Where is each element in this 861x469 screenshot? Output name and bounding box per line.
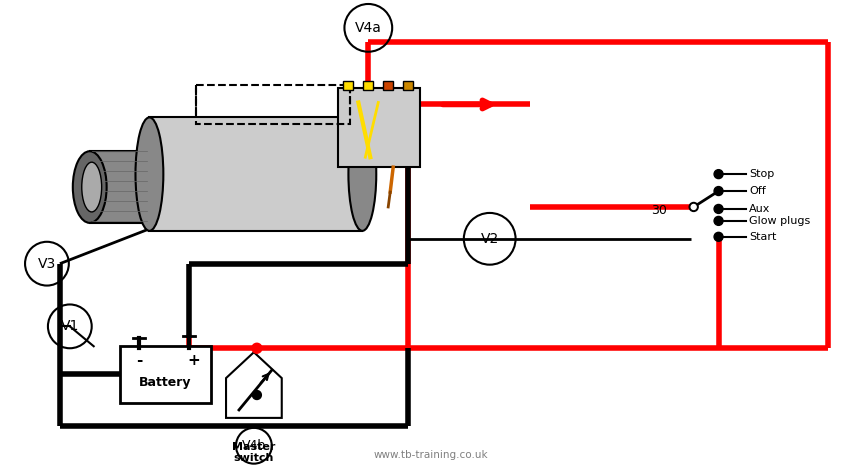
Text: Aux: Aux: [748, 204, 770, 214]
Text: V4a: V4a: [355, 21, 381, 35]
FancyBboxPatch shape: [90, 151, 149, 223]
Text: 30: 30: [650, 204, 666, 218]
Circle shape: [689, 203, 697, 212]
Text: Glow plugs: Glow plugs: [748, 216, 809, 226]
FancyBboxPatch shape: [363, 81, 373, 90]
FancyBboxPatch shape: [149, 117, 362, 231]
FancyBboxPatch shape: [338, 88, 419, 167]
Circle shape: [691, 204, 696, 210]
Circle shape: [251, 343, 262, 353]
Text: Master
switch: Master switch: [232, 442, 276, 463]
Circle shape: [713, 170, 722, 179]
Ellipse shape: [72, 151, 107, 223]
Ellipse shape: [135, 117, 163, 231]
Circle shape: [713, 204, 722, 213]
Text: Stop: Stop: [748, 169, 774, 179]
Circle shape: [252, 391, 261, 400]
FancyBboxPatch shape: [403, 81, 412, 90]
Text: V4b: V4b: [241, 439, 266, 452]
Text: V1: V1: [60, 319, 79, 333]
FancyBboxPatch shape: [343, 81, 353, 90]
Ellipse shape: [82, 162, 102, 212]
Circle shape: [713, 187, 722, 196]
Text: +: +: [188, 353, 201, 368]
Text: Off: Off: [748, 186, 765, 196]
Circle shape: [713, 232, 722, 241]
Text: -: -: [136, 353, 142, 368]
Text: Start: Start: [748, 232, 776, 242]
FancyBboxPatch shape: [120, 346, 211, 403]
Ellipse shape: [348, 117, 376, 231]
Circle shape: [713, 216, 722, 226]
Text: Battery: Battery: [139, 376, 191, 389]
Text: V3: V3: [38, 257, 56, 271]
Text: www.tb-training.co.uk: www.tb-training.co.uk: [374, 450, 487, 460]
FancyBboxPatch shape: [383, 81, 393, 90]
Text: V2: V2: [480, 232, 499, 246]
